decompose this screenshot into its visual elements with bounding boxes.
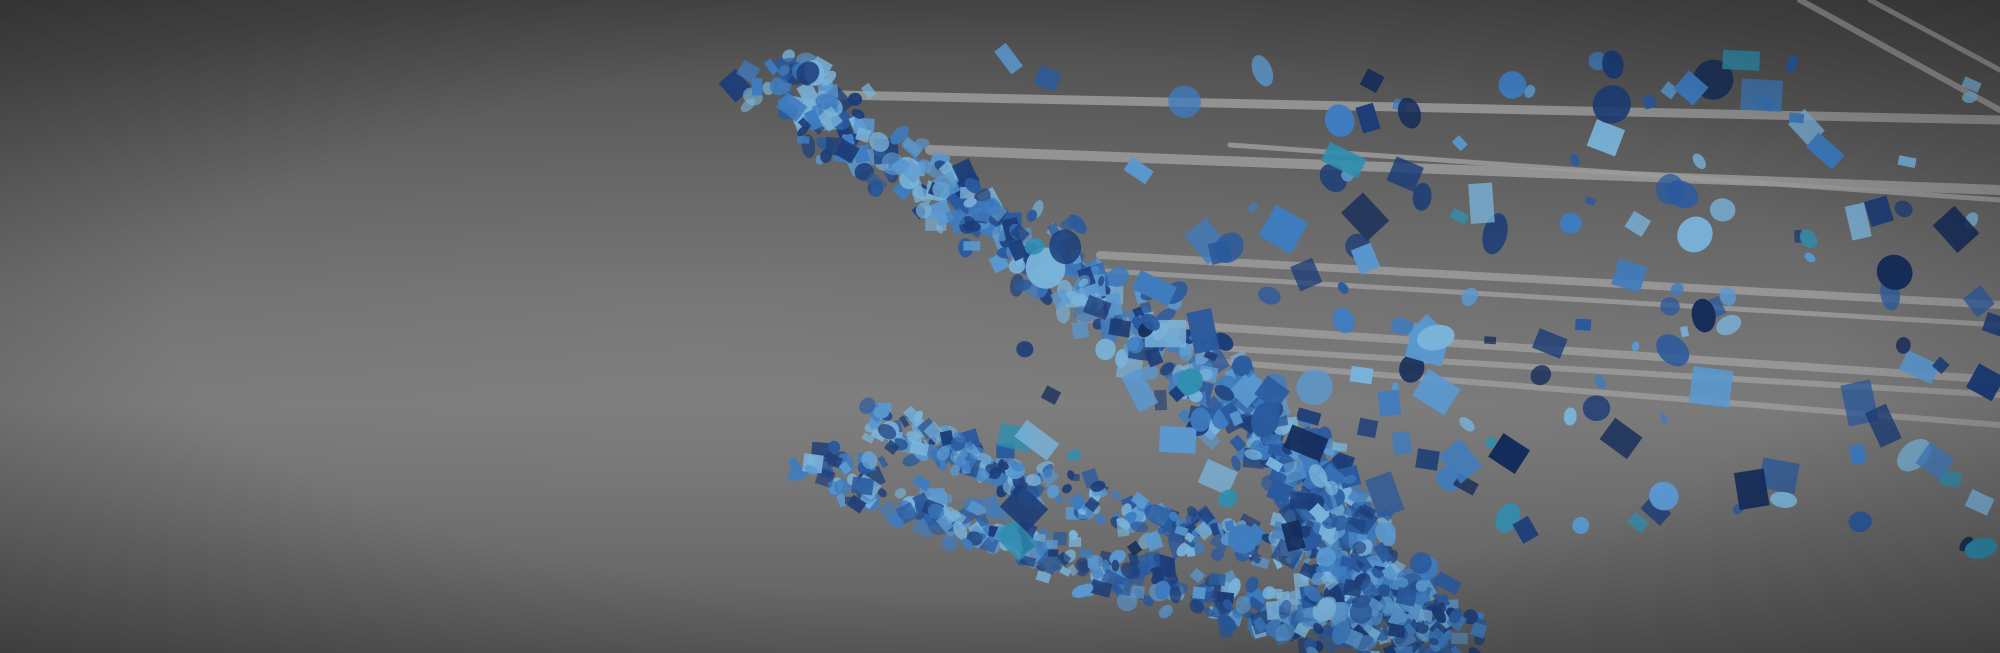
vignette [0, 0, 2000, 653]
abstract-render-canvas [0, 0, 2000, 653]
particle-scene [0, 0, 2000, 653]
